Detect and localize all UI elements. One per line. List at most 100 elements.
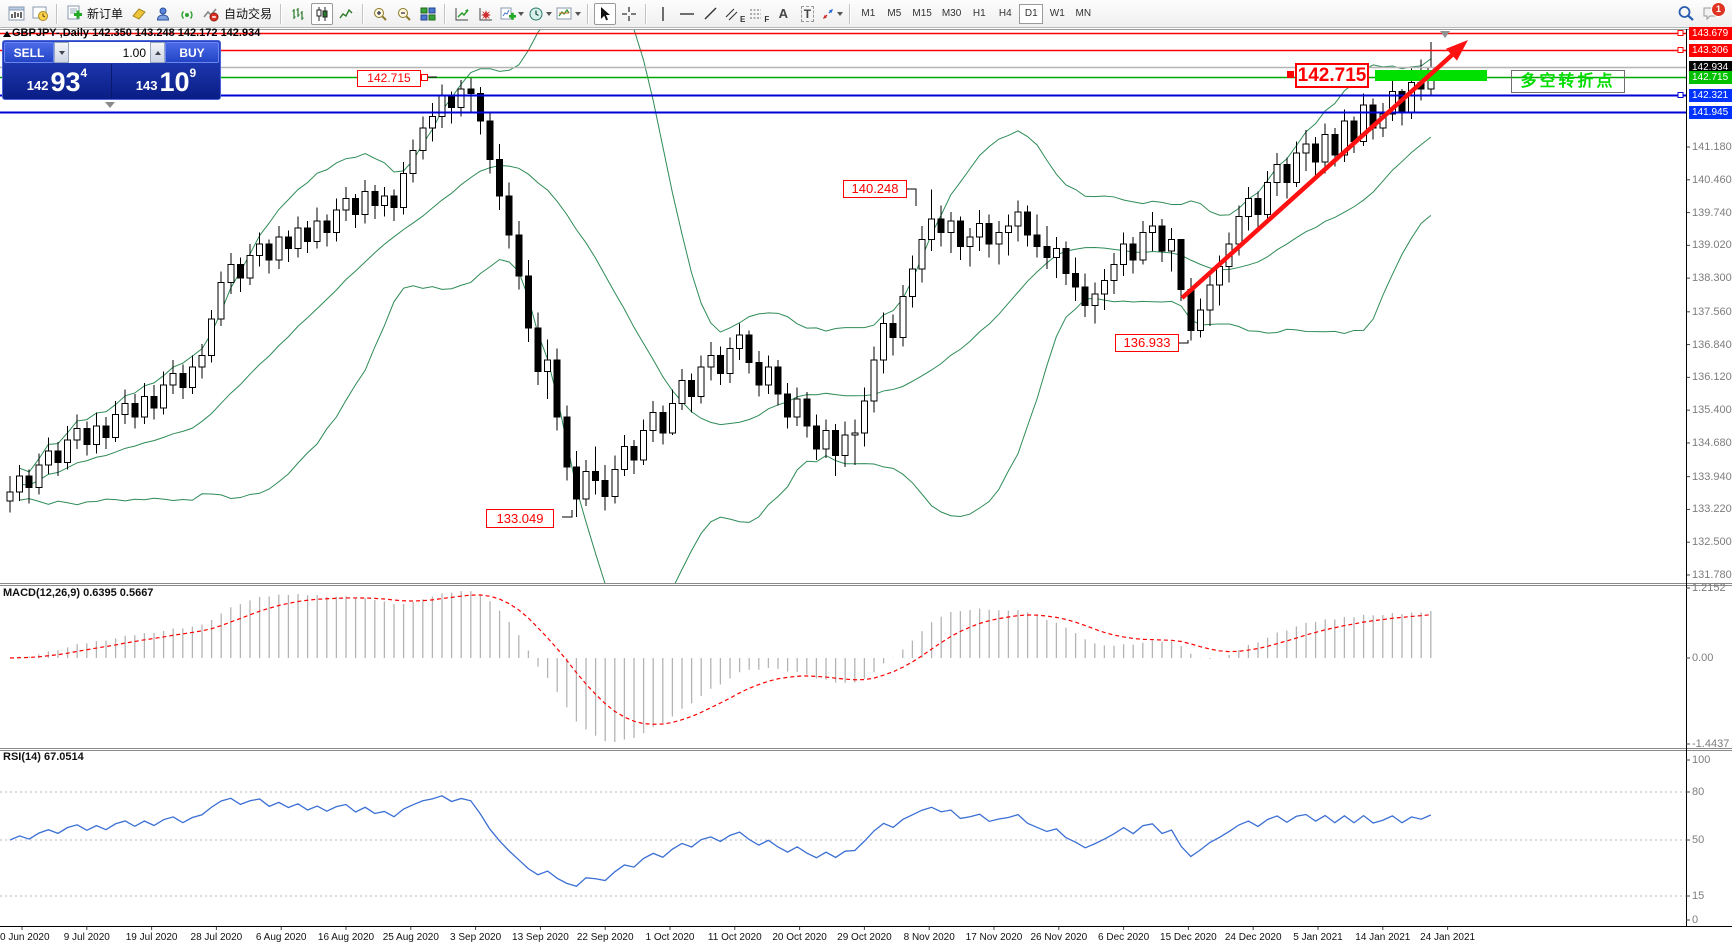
price-label-140248[interactable]: 140.248	[843, 180, 907, 198]
timeframe-button-MN[interactable]: MN	[1075, 8, 1092, 19]
chart-area[interactable]: 143.679 143.306 142.934 142.715 142.321 141.9…	[0, 27, 1732, 942]
arrows-button[interactable]	[820, 3, 844, 25]
candle	[6, 491, 14, 502]
candlestick-chart-button[interactable]	[311, 2, 334, 25]
price-divider	[111, 64, 112, 98]
autotrading-label[interactable]: 自动交易	[224, 7, 273, 21]
label-handle[interactable]	[421, 74, 428, 81]
trend-arrow-head	[1446, 40, 1468, 61]
toolbar-separator	[56, 3, 58, 24]
profiles-button[interactable]	[29, 3, 51, 25]
line-handle[interactable]	[1677, 92, 1684, 98]
candle	[83, 427, 91, 445]
indicators-button[interactable]	[451, 3, 473, 25]
candle	[1062, 248, 1070, 275]
new-chart-button[interactable]	[5, 3, 27, 25]
candle	[668, 402, 676, 434]
timeframe-button-W1[interactable]: W1	[1049, 8, 1065, 19]
zoom-out-button[interactable]	[393, 3, 415, 25]
turning-point-label[interactable]: 多空转折点	[1511, 70, 1625, 93]
price-label-142715-right[interactable]: 142.715	[1295, 63, 1369, 88]
candle	[630, 446, 638, 461]
trendline-button[interactable]	[700, 3, 722, 25]
price-label-142715-left[interactable]: 142.715	[357, 70, 421, 87]
macd-signal-line	[9, 594, 1431, 725]
spinner-down-icon	[58, 50, 65, 55]
candle	[284, 236, 292, 250]
rsi-pane[interactable]	[0, 791, 1686, 897]
macd-pane[interactable]	[9, 591, 1432, 742]
candle	[1177, 238, 1185, 291]
candle	[400, 172, 408, 209]
tile-windows-button[interactable]	[417, 3, 439, 25]
sell-price-pip: 4	[80, 66, 88, 80]
candle	[1321, 134, 1329, 163]
market-watch-icon	[156, 7, 169, 20]
price-label-133049[interactable]: 133.049	[486, 509, 554, 528]
signals-button[interactable]	[176, 3, 198, 25]
new-order-label[interactable]: 新订单	[87, 7, 124, 21]
panel-collapse-icon[interactable]	[105, 102, 115, 108]
dock-button[interactable]	[128, 3, 150, 25]
timeframe-button-D1[interactable]: D1	[1019, 3, 1044, 24]
new-order-button[interactable]	[63, 3, 85, 25]
bar-chart-button[interactable]	[287, 3, 309, 25]
text-label-button[interactable]: T	[796, 3, 818, 25]
text-button[interactable]: A	[772, 3, 794, 25]
market-watch-button[interactable]	[152, 3, 174, 25]
candle	[304, 227, 312, 243]
candle	[1072, 273, 1080, 288]
candle	[640, 430, 648, 461]
channel-button[interactable]: E	[724, 3, 746, 25]
timeframe-button-H1[interactable]: H1	[972, 8, 986, 19]
chart-profile-button[interactable]	[555, 3, 582, 25]
timeframe-button-M15[interactable]: M15	[912, 8, 932, 19]
timeframe-button-H4[interactable]: H4	[998, 8, 1012, 19]
indicator-list-button[interactable]	[475, 3, 497, 25]
candle	[44, 450, 52, 466]
chart-shift-marker[interactable]	[1440, 31, 1450, 38]
bollinger-lower	[19, 215, 1432, 583]
arrows-icon	[823, 8, 834, 19]
history-center-button[interactable]	[527, 3, 553, 25]
cursor-button[interactable]	[594, 2, 617, 25]
candle	[832, 430, 840, 457]
line-handle[interactable]	[1677, 47, 1684, 53]
timeframe-button-M30[interactable]: M30	[941, 8, 962, 19]
zoom-in-button[interactable]	[369, 3, 391, 25]
price-chart-canvas[interactable]	[0, 29, 1732, 942]
vertical-line-button[interactable]	[652, 3, 674, 25]
candle	[1148, 225, 1156, 234]
sell-button[interactable]: SELL	[4, 42, 54, 63]
timeframe-button-M1[interactable]: M1	[861, 8, 876, 19]
template-button[interactable]	[499, 3, 525, 25]
main-pane[interactable]	[6, 29, 1435, 627]
candle	[524, 275, 532, 329]
toolbar-right-group: 1	[1674, 1, 1726, 25]
trend-arrow[interactable]	[1180, 53, 1454, 300]
volume-decrease-button[interactable]	[54, 42, 69, 63]
autotrading-button[interactable]	[200, 3, 222, 25]
sell-price[interactable]: 142 93 4	[3, 64, 111, 98]
candle	[390, 195, 398, 209]
buy-button[interactable]: BUY	[165, 42, 219, 63]
price-label-136933[interactable]: 136.933	[1115, 334, 1179, 352]
line-chart-button[interactable]	[335, 3, 357, 25]
line-handle[interactable]	[1677, 30, 1684, 36]
buy-price[interactable]: 143 10 9	[112, 64, 220, 98]
timeframe-button-M5[interactable]: M5	[887, 8, 902, 19]
label-handle[interactable]	[1287, 71, 1294, 78]
horizontal-line-button[interactable]	[676, 3, 698, 25]
chart-ohlc-values: 142.350 143.248 142.172 142.934	[92, 27, 261, 39]
notifications-button[interactable]: 1	[1699, 1, 1726, 25]
search-button[interactable]	[1675, 3, 1697, 25]
fibonacci-button[interactable]: F	[748, 3, 770, 25]
arrows-caret-icon	[837, 11, 844, 16]
chart-symbol-period: GBPJPY-,Daily	[12, 27, 90, 39]
crosshair-button[interactable]	[618, 3, 640, 25]
callout-connector	[905, 188, 917, 206]
volume-increase-button[interactable]	[150, 42, 165, 63]
template-caret-icon	[518, 11, 525, 16]
candle	[25, 475, 33, 489]
volume-input[interactable]: 1.00	[69, 42, 150, 63]
